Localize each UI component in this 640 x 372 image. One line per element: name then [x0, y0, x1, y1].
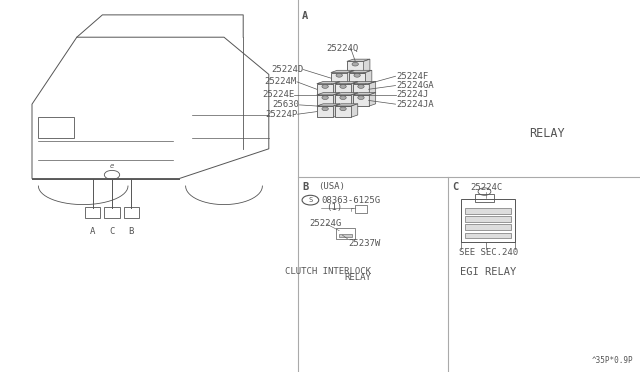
Polygon shape [351, 81, 358, 95]
Text: (USA): (USA) [318, 182, 345, 191]
Text: A: A [302, 11, 308, 21]
Polygon shape [335, 81, 358, 84]
Text: 25224Q: 25224Q [326, 44, 358, 53]
Polygon shape [317, 81, 340, 84]
Bar [465, 232, 511, 238]
Text: S: S [308, 197, 312, 203]
Polygon shape [364, 59, 370, 73]
Text: 25224G: 25224G [310, 219, 342, 228]
Polygon shape [317, 93, 340, 95]
Circle shape [340, 96, 346, 100]
Text: 25224C: 25224C [470, 183, 502, 192]
Bar [465, 216, 511, 222]
Polygon shape [317, 104, 340, 106]
Text: 25224E: 25224E [262, 90, 294, 99]
Polygon shape [353, 95, 369, 106]
Polygon shape [335, 106, 351, 117]
Polygon shape [333, 81, 340, 95]
Polygon shape [353, 93, 376, 95]
Text: CLUTCH INTERLOCK: CLUTCH INTERLOCK [285, 267, 371, 276]
Text: C: C [109, 227, 115, 236]
Polygon shape [351, 104, 358, 117]
Text: 25224D: 25224D [271, 65, 303, 74]
Bar [85, 207, 100, 218]
Polygon shape [348, 70, 354, 84]
Text: 25237W: 25237W [349, 239, 381, 248]
Text: C: C [452, 182, 459, 192]
Polygon shape [335, 84, 351, 95]
Bar [339, 234, 352, 237]
Polygon shape [335, 93, 358, 95]
Bar [475, 194, 494, 202]
Circle shape [322, 85, 328, 89]
Text: EGI RELAY: EGI RELAY [460, 267, 516, 276]
Polygon shape [347, 61, 364, 73]
Polygon shape [331, 70, 354, 73]
Bar [465, 224, 511, 230]
Text: SEE SEC.240: SEE SEC.240 [459, 248, 518, 257]
Polygon shape [347, 59, 370, 61]
Text: 25630: 25630 [273, 100, 300, 109]
Text: e: e [110, 163, 114, 169]
Bar [124, 207, 139, 218]
Text: RELAY: RELAY [529, 128, 565, 140]
Bar [465, 208, 511, 214]
Circle shape [322, 96, 328, 100]
Polygon shape [335, 95, 351, 106]
Text: (1): (1) [326, 203, 342, 212]
Polygon shape [333, 104, 340, 117]
Polygon shape [349, 73, 365, 84]
Circle shape [340, 107, 346, 111]
Circle shape [358, 96, 364, 100]
Text: RELAY: RELAY [344, 273, 371, 282]
Text: 25224JA: 25224JA [397, 100, 435, 109]
Text: 25224J: 25224J [397, 90, 429, 99]
Polygon shape [353, 84, 369, 95]
Text: 25224M: 25224M [265, 77, 297, 86]
Text: ^35P*0.9P: ^35P*0.9P [592, 356, 634, 365]
Bar [355, 205, 367, 213]
Polygon shape [369, 93, 376, 106]
Polygon shape [317, 84, 333, 95]
Bar [104, 207, 120, 218]
Text: 25224GA: 25224GA [397, 81, 435, 90]
Polygon shape [317, 106, 333, 117]
Polygon shape [365, 70, 372, 84]
Polygon shape [351, 93, 358, 106]
Text: 08363-6125G: 08363-6125G [321, 196, 380, 205]
Circle shape [336, 74, 342, 77]
Bar [461, 199, 515, 242]
Polygon shape [349, 70, 372, 73]
Polygon shape [317, 95, 333, 106]
Bar [336, 228, 355, 239]
Circle shape [352, 62, 358, 66]
Circle shape [322, 107, 328, 111]
Polygon shape [335, 104, 358, 106]
Bar [38, 117, 74, 138]
Polygon shape [331, 73, 348, 84]
Text: B: B [129, 227, 134, 236]
Circle shape [354, 74, 360, 77]
Text: A: A [90, 227, 95, 236]
Polygon shape [353, 81, 376, 84]
Text: 25224P: 25224P [266, 110, 298, 119]
Polygon shape [333, 93, 340, 106]
Text: 25224F: 25224F [397, 72, 429, 81]
Circle shape [340, 85, 346, 89]
Text: B: B [303, 182, 309, 192]
Circle shape [358, 85, 364, 89]
Polygon shape [369, 81, 376, 95]
